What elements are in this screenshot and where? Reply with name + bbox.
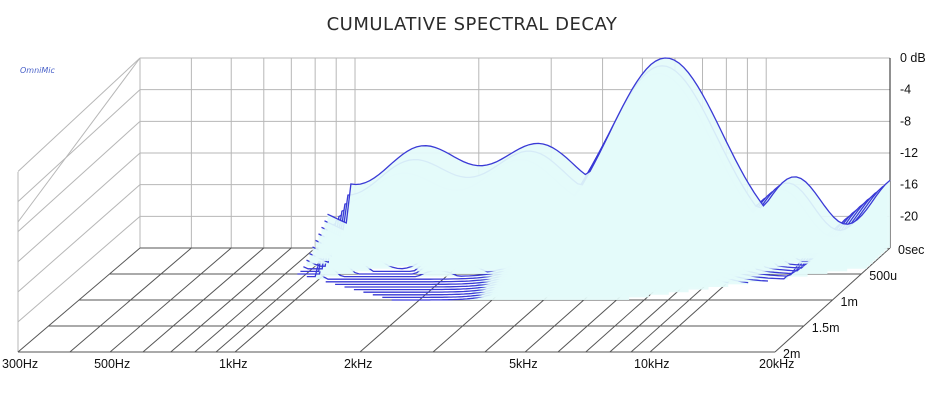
- db-tick-label: -4: [900, 83, 911, 97]
- x-tick-label: 20kHz: [759, 357, 794, 371]
- x-tick-label: 10kHz: [634, 357, 669, 371]
- x-tick-label: 300Hz: [2, 357, 38, 371]
- db-tick-label: -16: [900, 178, 918, 192]
- t-tick-label: 500u: [869, 269, 897, 283]
- side-db-line: [17, 57, 141, 172]
- t-tick-label: 1.5m: [812, 321, 840, 335]
- t-tick-label: 0sec: [898, 243, 924, 257]
- x-tick-label: 2kHz: [344, 357, 372, 371]
- side-db-line: [17, 152, 141, 263]
- x-tick-label: 500Hz: [94, 357, 130, 371]
- side-top-edge: [17, 57, 141, 223]
- side-db-line: [17, 89, 141, 202]
- chart-title: CUMULATIVE SPECTRAL DECAY: [326, 14, 618, 35]
- decay-slice-fill: [327, 58, 890, 248]
- side-db-line: [17, 215, 141, 323]
- db-tick-label: 0 dB: [900, 51, 926, 65]
- db-tick-label: -12: [900, 146, 918, 160]
- decay-slice-line: [327, 57, 891, 225]
- omnimic-watermark: OmniMic: [20, 66, 55, 75]
- t-tick-label: 1m: [841, 295, 858, 309]
- x-tick-label: 1kHz: [219, 357, 247, 371]
- db-tick-label: -8: [900, 114, 911, 128]
- x-tick-label: 5kHz: [509, 357, 537, 371]
- left-side-wall: [17, 57, 141, 352]
- side-db-line: [17, 120, 141, 233]
- axis-labels: 300Hz 500Hz 1kHz 2kHz 5kHz 10kHz 20kHz 0 dB -4 -8…: [2, 51, 926, 371]
- db-tick-label: -20: [900, 209, 918, 223]
- side-db-line: [17, 184, 141, 293]
- decay-slices: [297, 57, 891, 301]
- t-tick-label: 2m: [783, 347, 800, 361]
